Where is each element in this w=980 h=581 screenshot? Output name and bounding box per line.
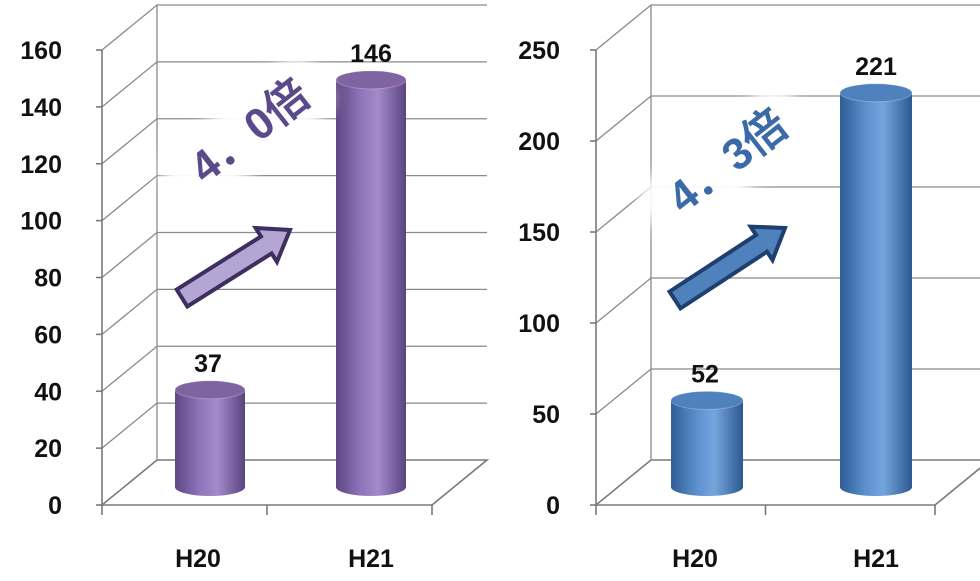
bar-top [335,70,407,90]
growth-arrow [173,225,293,310]
gridline-100 [595,277,980,324]
data-label: 37 [194,350,222,378]
bar-body [840,92,912,496]
multiplier-annotation: 4．0倍 [161,58,333,208]
arrow-shape [173,225,293,310]
bar-top [174,380,246,400]
annotation-glow [161,58,333,208]
y-tick-label: 0 [546,492,560,520]
bar-body [175,389,245,496]
bar-H21 [839,83,913,496]
y-tick-label: 160 [20,37,62,65]
bar-H20 [670,390,744,496]
bar-top [670,390,744,410]
gridline-80 [101,231,487,279]
data-label: 221 [855,53,897,81]
data-label: 146 [350,40,392,68]
annotation-glow [639,88,811,238]
x-category-label: H20 [672,545,718,573]
x-category-label: H21 [348,545,394,573]
floor-plane [101,459,490,506]
bar-H21 [335,70,407,496]
bar-chart-left: 0 20 40 60 80 100 120 140 160 37 H20 146 H21 4．0倍 [20,4,490,573]
gridline-40 [101,345,487,392]
gridline-60 [101,288,487,335]
growth-arrow [666,224,788,312]
y-tick-label: 140 [20,94,62,122]
y-tick-label: 60 [34,321,62,349]
y-tick-label: 250 [518,37,560,65]
gridline-160 [101,4,487,51]
gridline-100 [101,174,487,222]
bar-top [839,83,913,103]
bar-body [336,79,406,496]
y-tick-label: 80 [34,265,62,293]
y-tick-label: 120 [20,151,62,179]
y-tick-label: 0 [48,492,62,520]
y-tick-label: 100 [20,208,62,236]
y-tick-label: 50 [532,401,560,429]
bar-chart-right: 0 50 100 150 200 250 52 H20 221 H21 4．3倍 [518,4,980,573]
y-tick-label: 200 [518,128,560,156]
y-tick-label: 40 [34,378,62,406]
arrow-shape [666,224,788,312]
x-category-label: H20 [175,545,221,573]
y-tick-label: 20 [34,435,62,463]
x-category-label: H21 [853,545,899,573]
data-label: 52 [691,360,719,388]
floor-plane [595,459,980,506]
gridline-20 [101,402,487,449]
y-tick-label: 100 [518,310,560,338]
y-tick-label: 150 [518,219,560,247]
gridline-50 [595,368,980,415]
bar-body [671,400,743,496]
bar-H20 [174,380,246,496]
gridline-250 [595,4,980,51]
multiplier-annotation: 4．3倍 [639,88,811,238]
